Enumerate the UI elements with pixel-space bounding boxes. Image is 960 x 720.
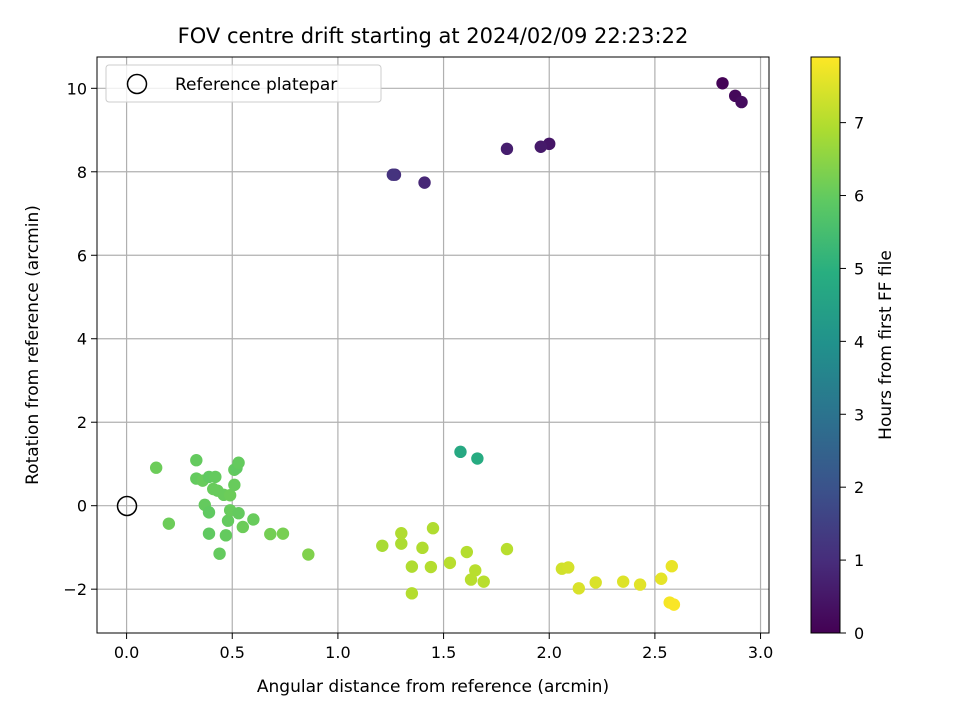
- x-axis-label: Angular distance from reference (arcmin): [257, 677, 609, 697]
- colorbar-tick-label: 5: [854, 259, 864, 278]
- colorbar-tick-label: 3: [854, 405, 864, 424]
- legend: Reference platepar: [105, 64, 382, 103]
- data-point: [405, 587, 419, 600]
- data-point: [460, 545, 474, 559]
- x-axis-ticks: 0.0 0.5 1.0 1.5 2.0 2.5 3.0: [114, 633, 773, 662]
- data-point: [477, 575, 490, 588]
- data-point: [202, 506, 216, 519]
- y-tick-label: 8: [77, 163, 87, 182]
- legend-box: [105, 64, 382, 103]
- data-point: [232, 507, 245, 520]
- data-point: [149, 461, 163, 474]
- data-point: [386, 168, 400, 181]
- data-point: [236, 520, 250, 534]
- data-point: [418, 176, 431, 189]
- data-point: [405, 560, 419, 573]
- data-point: [264, 527, 277, 541]
- data-point: [426, 522, 440, 535]
- legend-label-reference: Reference platepar: [175, 75, 337, 95]
- reference-platepar-marker: [116, 495, 138, 517]
- data-points: [149, 77, 748, 611]
- y-tick-label: 2: [77, 413, 87, 432]
- x-tick-label: 1.5: [431, 643, 456, 662]
- chart-title: FOV centre drift starting at 2024/02/09 …: [178, 24, 689, 48]
- colorbar-tick-label: 0: [854, 624, 864, 643]
- data-point: [735, 95, 748, 109]
- data-point: [500, 542, 514, 556]
- data-point: [500, 142, 514, 156]
- data-point: [665, 560, 678, 573]
- data-point: [395, 537, 408, 550]
- data-point: [247, 513, 260, 526]
- data-point: [221, 514, 235, 527]
- x-tick-label: 3.0: [748, 643, 773, 662]
- data-point: [667, 598, 681, 611]
- data-point: [228, 478, 241, 492]
- data-point: [213, 547, 226, 560]
- grid: [97, 57, 769, 633]
- colorbar-tick-label: 1: [854, 551, 864, 570]
- data-point: [376, 539, 389, 552]
- colorbar-tick-label: 7: [854, 114, 864, 133]
- x-tick-label: 2.0: [536, 643, 561, 662]
- colorbar-gradient: [810, 56, 841, 634]
- data-point: [471, 452, 484, 465]
- data-point: [616, 575, 630, 588]
- y-axis-label: Rotation from reference (arcmin): [23, 205, 43, 485]
- plot-frame: [96, 56, 770, 634]
- data-point: [223, 489, 237, 502]
- data-point: [276, 527, 290, 540]
- data-point: [469, 564, 482, 577]
- data-point: [202, 527, 216, 540]
- x-tick-label: 0.5: [220, 643, 245, 662]
- y-tick-label: −2: [63, 580, 87, 599]
- colorbar: 0 1 2 3 4 5 6 7 Hours from first FF file: [810, 56, 896, 643]
- data-point: [424, 560, 438, 574]
- data-point: [443, 556, 457, 570]
- data-point: [589, 576, 602, 589]
- data-point: [302, 548, 315, 561]
- x-tick-label: 2.5: [642, 643, 667, 662]
- data-point: [190, 454, 203, 467]
- colorbar-tick-label: 4: [854, 332, 864, 351]
- y-tick-label: 6: [77, 246, 87, 265]
- data-point: [209, 470, 222, 484]
- y-tick-label: 4: [77, 330, 87, 349]
- data-point: [162, 517, 176, 530]
- data-point: [232, 456, 245, 469]
- colorbar-ticks: 0 1 2 3 4 5 6 7: [840, 114, 864, 643]
- data-point: [655, 572, 668, 585]
- data-point: [219, 529, 233, 542]
- data-point: [633, 578, 647, 591]
- y-tick-label: 10: [67, 79, 87, 98]
- data-point: [454, 445, 467, 459]
- data-point: [395, 527, 408, 540]
- colorbar-tick-label: 6: [854, 187, 864, 206]
- data-point: [534, 140, 547, 153]
- data-point: [716, 77, 729, 90]
- legend-marker-reference: [126, 73, 148, 95]
- y-axis-ticks: −2 0 2 4 6 8 10: [63, 79, 97, 599]
- x-tick-label: 0.0: [114, 643, 139, 662]
- colorbar-label: Hours from first FF file: [876, 250, 896, 440]
- y-tick-label: 0: [77, 497, 87, 516]
- data-point: [416, 541, 429, 555]
- x-tick-label: 1.0: [325, 643, 350, 662]
- colorbar-tick-label: 2: [854, 478, 864, 497]
- data-point: [572, 582, 586, 595]
- data-point: [562, 561, 575, 574]
